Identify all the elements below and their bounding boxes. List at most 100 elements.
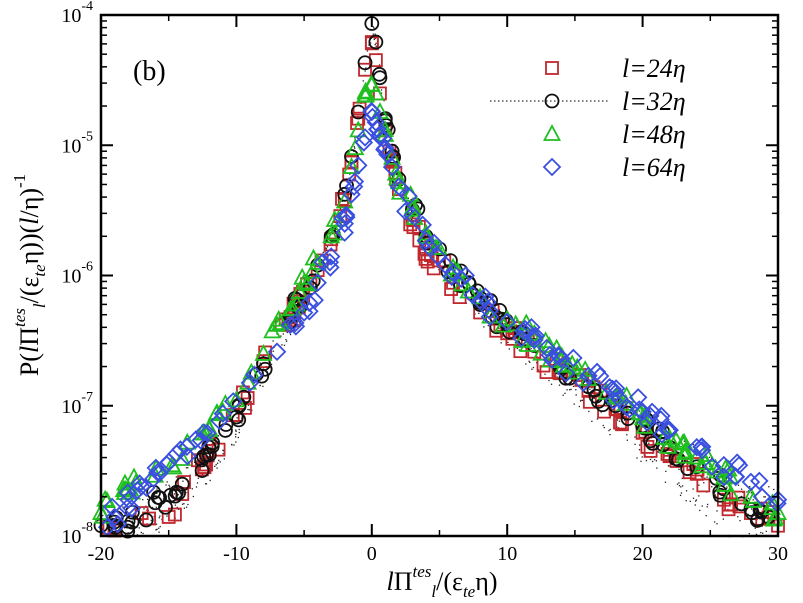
scatter-dot <box>353 146 355 148</box>
scatter-dot <box>678 484 681 487</box>
scatter-dot <box>680 492 683 494</box>
scatter-dot <box>286 331 288 334</box>
diamond-marker <box>122 499 141 518</box>
scatter-dot <box>761 525 763 527</box>
triangle-marker <box>494 315 513 333</box>
square-marker <box>643 444 658 458</box>
diamond-marker <box>337 207 356 227</box>
scatter-dot <box>680 486 682 488</box>
diamond-marker <box>692 437 711 457</box>
triangle-marker <box>254 344 273 361</box>
diamond-marker <box>335 223 354 242</box>
scatter-dot <box>238 431 240 434</box>
scatter-dot <box>569 389 571 391</box>
scatter-dot <box>651 460 654 463</box>
scatter-dot <box>235 441 237 443</box>
triangle-marker <box>304 248 323 266</box>
diamond-marker <box>333 209 352 228</box>
scatter-dot <box>272 350 274 352</box>
diamond-marker <box>396 202 415 221</box>
scatter-dot <box>685 500 687 502</box>
scatter-dot <box>373 27 375 29</box>
circle-marker <box>138 512 154 528</box>
scatter-dot <box>525 363 527 365</box>
scatter-dot <box>653 458 656 461</box>
scatter-dot <box>514 341 517 344</box>
scatter-dot <box>437 252 439 254</box>
scatter-dot <box>615 410 617 412</box>
triangle-marker <box>383 147 402 165</box>
scatter-dot <box>181 492 183 494</box>
scatter-dot <box>158 531 160 533</box>
scatter-dot <box>645 459 648 462</box>
square-marker <box>660 447 675 461</box>
scatter-dot <box>536 356 538 358</box>
scatter-dot <box>692 497 695 499</box>
diamond-marker <box>299 293 319 313</box>
diamond-marker <box>102 497 122 517</box>
scatter-dot <box>573 403 575 405</box>
scatter-dot <box>639 444 641 446</box>
scatter-dot <box>529 361 531 363</box>
scatter-dot <box>174 504 177 506</box>
scatter-dot <box>143 508 145 510</box>
scatter-dot <box>532 366 535 369</box>
circle-marker <box>371 66 387 82</box>
scatter-dot <box>626 439 629 441</box>
scatter-dot <box>616 419 619 421</box>
scatter-dot <box>122 506 124 508</box>
diamond-marker <box>424 233 444 253</box>
scatter-dot <box>694 500 697 502</box>
scatter-dot <box>237 436 239 439</box>
scatter-dot <box>123 527 126 529</box>
scatter-dot <box>218 459 220 462</box>
circle-marker <box>257 361 273 377</box>
scatter-dot <box>703 482 705 484</box>
triangle-marker <box>675 432 694 450</box>
scatter-dot <box>739 519 741 522</box>
scatter-dot <box>531 368 533 370</box>
triangle-marker <box>173 449 192 466</box>
y-tick-label: 10-8 <box>61 520 93 548</box>
diamond-marker <box>368 119 387 139</box>
scatter-dot <box>649 458 652 461</box>
scatter-dot <box>167 499 169 501</box>
scatter-dot <box>681 477 683 480</box>
diamond-marker <box>178 446 197 466</box>
triangle-marker <box>386 163 405 181</box>
scatter-dot <box>700 475 702 478</box>
scatter-dot <box>223 458 225 460</box>
diamond-marker <box>108 514 128 534</box>
diamond-marker <box>194 423 214 442</box>
scatter-dot <box>238 428 240 431</box>
scatter-dot <box>655 460 658 462</box>
triangle-marker <box>675 446 694 464</box>
diamond-marker <box>512 328 531 348</box>
diamond-marker <box>480 301 499 320</box>
square-marker <box>368 53 383 68</box>
diamond-marker <box>641 406 660 426</box>
triangle-marker <box>763 493 782 511</box>
scatter-dot <box>750 492 752 494</box>
triangle-marker <box>164 457 183 475</box>
scatter-dot <box>155 506 157 508</box>
scatter-dot <box>711 486 713 488</box>
diamond-marker <box>617 397 636 417</box>
diamond-marker <box>130 474 149 493</box>
y-tick-label: 10-4 <box>61 0 93 27</box>
scatter-dot <box>737 484 740 486</box>
scatter-dot <box>755 533 758 536</box>
triangle-marker <box>659 436 678 454</box>
circle-marker <box>368 34 384 50</box>
scatter-dot <box>623 419 626 421</box>
diamond-marker <box>556 363 576 383</box>
scatter-dot <box>692 443 694 446</box>
diamond-marker <box>419 237 439 257</box>
scatter-dot <box>159 515 161 517</box>
scatter-dot <box>156 492 158 494</box>
scatter-dot <box>654 420 657 422</box>
scatter-dot <box>231 444 233 446</box>
scatter-dot <box>214 465 216 468</box>
scatter-dot <box>746 491 748 493</box>
scatter-dot <box>396 173 398 175</box>
